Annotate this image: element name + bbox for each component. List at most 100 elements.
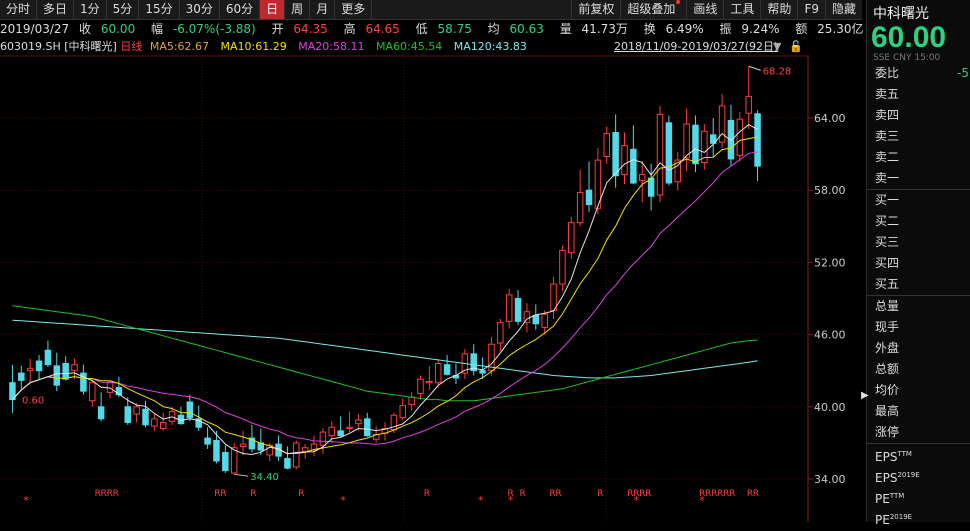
candle-body (89, 382, 96, 402)
ma10-legend: MA10:61.29 (220, 40, 287, 53)
period-tab-8[interactable]: 周 (285, 0, 311, 19)
tool-button-6[interactable]: 隐藏 (824, 0, 862, 19)
period-tab-1[interactable]: 多日 (37, 0, 75, 19)
notification-dot-icon (676, 0, 681, 4)
volume-value: 41.73万 (581, 22, 628, 36)
ma5-legend: MA5:62.67 (149, 40, 210, 53)
signal-marker: R (107, 489, 113, 499)
candle-body (576, 192, 584, 224)
quote-row-rows1-3: 卖三 (867, 126, 970, 147)
quote-row-label: 总额 (875, 362, 900, 376)
candle-body (630, 148, 637, 184)
candle-body (248, 437, 256, 450)
candle-body (727, 119, 735, 160)
candle-body (736, 118, 744, 156)
signal-marker: R (101, 489, 107, 499)
high-value: 64.65 (365, 22, 400, 36)
quote-row-label: 外盘 (875, 341, 900, 355)
tool-button-2[interactable]: 画线 (686, 0, 723, 19)
y-tick-label: 58.00 (814, 184, 846, 197)
lock-icon[interactable]: 🔓 (789, 40, 803, 53)
eps-ttm-sup: TTM (897, 450, 912, 458)
quote-row-label: 最高 (875, 404, 900, 418)
period-tab-7[interactable]: 日 (260, 0, 286, 19)
quote-row-rows2-4: 买五 (867, 274, 970, 295)
eps-2019-label: EPS (875, 471, 898, 485)
ma20-line (12, 151, 758, 445)
exchange-info: SSE CNY 15:00 (873, 53, 941, 63)
candle-body (709, 134, 717, 144)
quote-row-rows2-0: 买一 (867, 190, 970, 211)
quote-row-rows1-1: 卖五 (867, 84, 970, 105)
tool-button-label: F9 (804, 2, 819, 16)
quote-row-label: 卖五 (875, 87, 900, 101)
signal-marker: R (633, 489, 639, 499)
quote-row-label: 买五 (875, 277, 900, 291)
period-tab-10[interactable]: 更多 (335, 0, 373, 19)
high-pointer (748, 65, 761, 71)
quote-row-rows1-5: 卖一 (867, 168, 970, 189)
current-price: 60.00 (871, 21, 947, 54)
signal-marker: R (214, 489, 220, 499)
candle-body (133, 406, 140, 415)
y-tick-label: 40.00 (814, 401, 846, 414)
low-label: 34.40 (250, 472, 279, 483)
candle-body (213, 439, 220, 462)
tool-button-3[interactable]: 工具 (723, 0, 760, 19)
candle-body (71, 364, 78, 372)
period-tab-2[interactable]: 1分 (74, 0, 107, 19)
amount-value: 25.30亿 (817, 22, 864, 36)
date-range[interactable]: 2018/11/09-2019/03/27(92日) (614, 40, 779, 53)
signal-marker: R (753, 489, 759, 499)
candle-body (718, 105, 726, 143)
period-tab-3[interactable]: 5分 (107, 0, 140, 19)
signal-marker: R (520, 489, 526, 499)
period-toolbar: 分时 多日 1分 5分 15分 30分 60分日周月更多 前复权 超级叠加 画线 工具 帮助 F9 隐藏 (0, 0, 862, 20)
candle-body (523, 311, 531, 324)
dropdown-arrow-icon[interactable]: ▼ (773, 40, 782, 53)
signal-marker: R (555, 489, 561, 499)
quote-date: 2019/03/27 (0, 22, 70, 36)
candle-body (514, 298, 522, 322)
candlestick-chart[interactable]: 64.00 58.00 52.00 46.00 40.00 34.00 68.28 34.40… (0, 55, 862, 522)
tool-button-0[interactable]: 前复权 (571, 0, 620, 19)
period-tab-0[interactable]: 分时 (0, 0, 38, 19)
quote-row-rows3-5: 最高 (867, 401, 970, 422)
eps-2019-row: EPS2019E (867, 465, 970, 486)
signal-marker: R (597, 489, 603, 499)
tool-button-label: 帮助 (767, 2, 792, 16)
candle-body (603, 133, 611, 158)
signal-marker: R (250, 489, 256, 499)
pe-2019-label: PE (875, 513, 890, 527)
candle-body (310, 443, 318, 451)
signal-marker: R (220, 489, 226, 499)
candle-body (337, 430, 344, 437)
candle-body (408, 396, 415, 405)
candle-body (62, 362, 69, 380)
quote-row-rows3-3: 总额 (867, 359, 970, 380)
candle-body (186, 401, 194, 419)
period-tab-5[interactable]: 30分 (180, 0, 220, 19)
candle-body (364, 418, 371, 437)
quote-row-rows1-4: 卖二 (867, 147, 970, 168)
candle-body (505, 294, 513, 322)
period-tab-6[interactable]: 60分 (220, 0, 261, 19)
signal-marker: * (478, 494, 484, 507)
tool-button-4[interactable]: 帮助 (760, 0, 797, 19)
tool-button-5[interactable]: F9 (797, 0, 825, 19)
turnover-value: 6.49% (665, 22, 704, 36)
candle-body (26, 367, 34, 372)
low-value: 58.75 (437, 22, 472, 36)
candle-body (443, 364, 451, 375)
period-tab-9[interactable]: 月 (310, 0, 336, 19)
tool-button-1[interactable]: 超级叠加 (620, 0, 686, 19)
quote-row-label: 涨停 (875, 425, 900, 439)
period-tab-4[interactable]: 15分 (139, 0, 180, 19)
signal-marker: R (113, 489, 119, 499)
candle-body (434, 362, 442, 384)
panel-toggle-icon[interactable]: ▶ (861, 390, 869, 401)
quote-row-label: 卖二 (875, 150, 900, 164)
quote-row-value: -5 (957, 66, 969, 80)
pe-2019-sup: 2019E (889, 513, 913, 521)
quote-info-bar: 2019/03/27 收 60.00 幅 -6.07%(-3.88) 开 64.… (0, 20, 864, 38)
